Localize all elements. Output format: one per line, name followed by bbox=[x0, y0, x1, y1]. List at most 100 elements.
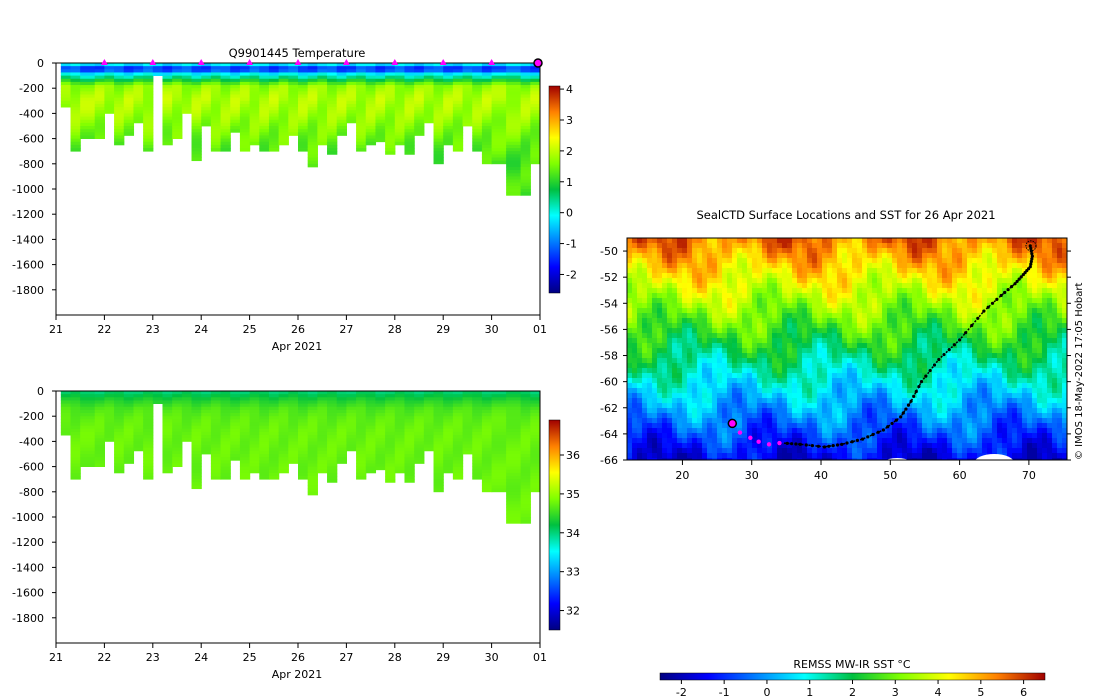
profile-cell bbox=[104, 110, 115, 114]
sst-cell bbox=[707, 343, 713, 349]
profile-cell bbox=[94, 97, 105, 102]
profile-cell bbox=[298, 472, 309, 477]
profile-cell bbox=[491, 116, 507, 121]
profile-cell bbox=[520, 148, 531, 152]
sst-cell bbox=[807, 453, 813, 459]
profile-cell bbox=[394, 416, 406, 420]
sst-cell bbox=[732, 368, 738, 374]
sst-cell bbox=[682, 388, 688, 394]
sst-cell bbox=[667, 418, 673, 424]
profile-cell bbox=[114, 72, 125, 76]
profile-cell bbox=[452, 397, 464, 401]
profile-cell bbox=[327, 391, 338, 395]
profile-cell bbox=[443, 132, 454, 136]
sst-cell bbox=[727, 338, 733, 344]
profile-cell bbox=[123, 413, 135, 417]
profile-cell bbox=[452, 78, 464, 83]
profile-cell bbox=[239, 122, 251, 127]
sst-cell bbox=[627, 248, 633, 254]
sst-cell bbox=[772, 423, 778, 429]
sst-cell bbox=[652, 328, 658, 334]
x-tick-label: 22 bbox=[97, 651, 111, 664]
profile-cell bbox=[278, 428, 289, 433]
sst-cell bbox=[682, 438, 688, 444]
sst-cell bbox=[787, 328, 793, 334]
sst-cell bbox=[772, 323, 778, 329]
profile-cell bbox=[481, 406, 493, 411]
sst-cell bbox=[852, 238, 858, 244]
sst-cell bbox=[732, 428, 738, 434]
profile-cell bbox=[162, 400, 173, 404]
sst-cell bbox=[637, 418, 643, 424]
profile-cell bbox=[191, 454, 202, 458]
sst-cell bbox=[637, 358, 643, 364]
sst-cell bbox=[862, 288, 868, 294]
profile-cell bbox=[133, 438, 144, 442]
profile-cell bbox=[506, 391, 522, 395]
profile-cell bbox=[365, 113, 377, 117]
sst-cell bbox=[737, 403, 743, 409]
sst-cell bbox=[672, 283, 678, 289]
profile-cell bbox=[220, 406, 231, 411]
profile-cell bbox=[506, 88, 522, 92]
sst-cell bbox=[762, 398, 768, 404]
profile-cell bbox=[394, 69, 406, 73]
sst-cell bbox=[642, 453, 648, 459]
sst-cell bbox=[822, 308, 828, 314]
profile-cell bbox=[114, 141, 125, 146]
sst-cell bbox=[707, 408, 713, 414]
profile-cell bbox=[259, 69, 270, 73]
profile-cell bbox=[60, 103, 72, 108]
profile-cell bbox=[249, 397, 260, 401]
sst-cell bbox=[777, 423, 783, 429]
sst-cell bbox=[842, 438, 848, 444]
profile-cell bbox=[491, 157, 507, 162]
profile-cell bbox=[530, 72, 540, 76]
profile-cell bbox=[452, 447, 464, 452]
profile-cell bbox=[506, 513, 522, 518]
sst-cell bbox=[767, 323, 773, 329]
profile-cell bbox=[172, 78, 183, 83]
profile-cell bbox=[472, 472, 483, 477]
profile-cell bbox=[443, 85, 454, 89]
sst-cell bbox=[862, 403, 868, 409]
profile-cell bbox=[80, 63, 96, 67]
sst-cell bbox=[667, 243, 673, 249]
sst-cell bbox=[872, 253, 878, 259]
profile-cell bbox=[365, 66, 377, 70]
profile-cell bbox=[249, 441, 260, 445]
sst-cell bbox=[667, 298, 673, 304]
sst-cell bbox=[842, 423, 848, 429]
sst-cell bbox=[812, 373, 818, 379]
profile-cell bbox=[80, 81, 96, 86]
sst-cell bbox=[727, 348, 733, 354]
profile-cell bbox=[356, 422, 367, 427]
profile-cell bbox=[433, 447, 444, 452]
sst-cell bbox=[762, 248, 768, 254]
sst-cell bbox=[742, 263, 748, 269]
sst-cell bbox=[782, 443, 788, 449]
profile-cell bbox=[481, 157, 493, 162]
sst-cell bbox=[692, 413, 698, 419]
sst-cell bbox=[722, 443, 728, 449]
sst-cell bbox=[692, 433, 698, 439]
profile-cell bbox=[114, 75, 125, 80]
surface-marker bbox=[488, 59, 496, 65]
sst-cell bbox=[747, 318, 753, 324]
profile-cell bbox=[520, 126, 531, 130]
sst-cell bbox=[837, 313, 843, 319]
sst-cell bbox=[662, 258, 668, 264]
profile-cell bbox=[506, 126, 522, 130]
profile-cell bbox=[481, 457, 493, 461]
profile-cell bbox=[70, 425, 81, 430]
sst-cell bbox=[727, 453, 733, 459]
sst-cell bbox=[717, 313, 723, 319]
profile-column bbox=[414, 391, 425, 464]
y-tick-label: -1600 bbox=[12, 259, 44, 272]
profile-cell bbox=[123, 85, 135, 89]
profile-cell bbox=[540, 470, 545, 474]
profile-cell bbox=[481, 103, 493, 108]
profile-cell bbox=[540, 410, 545, 414]
sst-cell bbox=[652, 428, 658, 434]
profile-cell bbox=[80, 75, 96, 80]
